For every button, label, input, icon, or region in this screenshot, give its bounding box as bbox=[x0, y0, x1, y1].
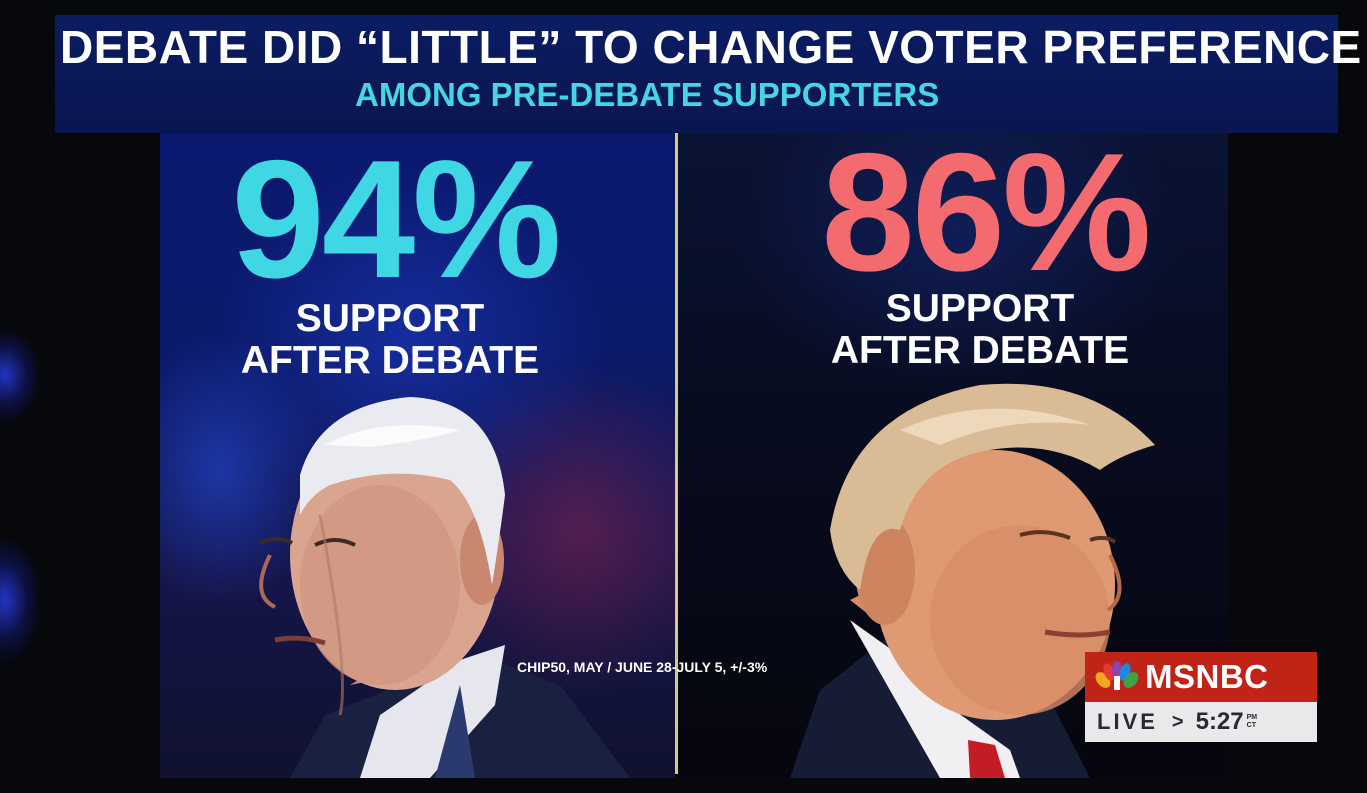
time-suffix: PM CT bbox=[1247, 714, 1258, 730]
left-label-line2: AFTER DEBATE bbox=[240, 339, 540, 382]
right-label-line2: AFTER DEBATE bbox=[830, 329, 1130, 372]
left-percentage: 94% bbox=[231, 125, 561, 313]
peacock-logo-icon bbox=[1095, 660, 1139, 695]
right-support-label: SUPPORT AFTER DEBATE bbox=[770, 288, 1190, 372]
graphic-subtitle: AMONG PRE-DEBATE SUPPORTERS bbox=[355, 76, 940, 113]
right-candidate-portrait bbox=[790, 370, 1180, 778]
left-candidate-portrait bbox=[230, 385, 630, 778]
bezel-glow-upper bbox=[0, 330, 40, 420]
right-percentage: 86% bbox=[821, 118, 1151, 306]
left-label-line1: SUPPORT bbox=[295, 297, 485, 340]
network-name: MSNBC bbox=[1145, 658, 1269, 695]
graphic-title: DEBATE DID “LITTLE” TO CHANGE VOTER PREF… bbox=[60, 21, 1362, 73]
time-suffix-top: PM bbox=[1246, 714, 1258, 721]
title-banner bbox=[55, 15, 1338, 133]
live-label: LIVE bbox=[1097, 709, 1158, 734]
network-bug: MSNBC LIVE > 5:27 PM CT bbox=[1085, 652, 1317, 742]
network-logo-bar: MSNBC bbox=[1085, 652, 1317, 702]
live-time-bar: LIVE > 5:27 PM CT bbox=[1085, 702, 1317, 742]
bezel-glow-lower bbox=[0, 540, 40, 660]
live-separator: > bbox=[1171, 710, 1184, 733]
right-label-line1: SUPPORT bbox=[885, 287, 1075, 330]
broadcast-time: 5:27 bbox=[1195, 708, 1244, 735]
left-support-label: SUPPORT AFTER DEBATE bbox=[180, 298, 600, 382]
center-divider bbox=[675, 122, 678, 774]
time-suffix-bottom: CT bbox=[1246, 722, 1256, 729]
source-note: CHIP50, MAY / JUNE 28-JULY 5, +/-3% bbox=[517, 659, 768, 675]
